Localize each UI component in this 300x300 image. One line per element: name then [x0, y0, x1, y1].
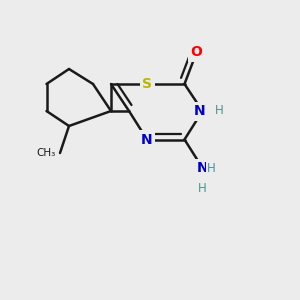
Text: N: N — [194, 104, 205, 118]
Text: H: H — [214, 104, 224, 118]
Text: H: H — [207, 161, 216, 175]
Text: S: S — [142, 77, 152, 91]
Text: N: N — [197, 161, 208, 175]
Text: N: N — [141, 133, 153, 146]
Text: O: O — [190, 46, 202, 59]
Text: CH₃: CH₃ — [36, 148, 56, 158]
Text: H: H — [198, 182, 207, 196]
